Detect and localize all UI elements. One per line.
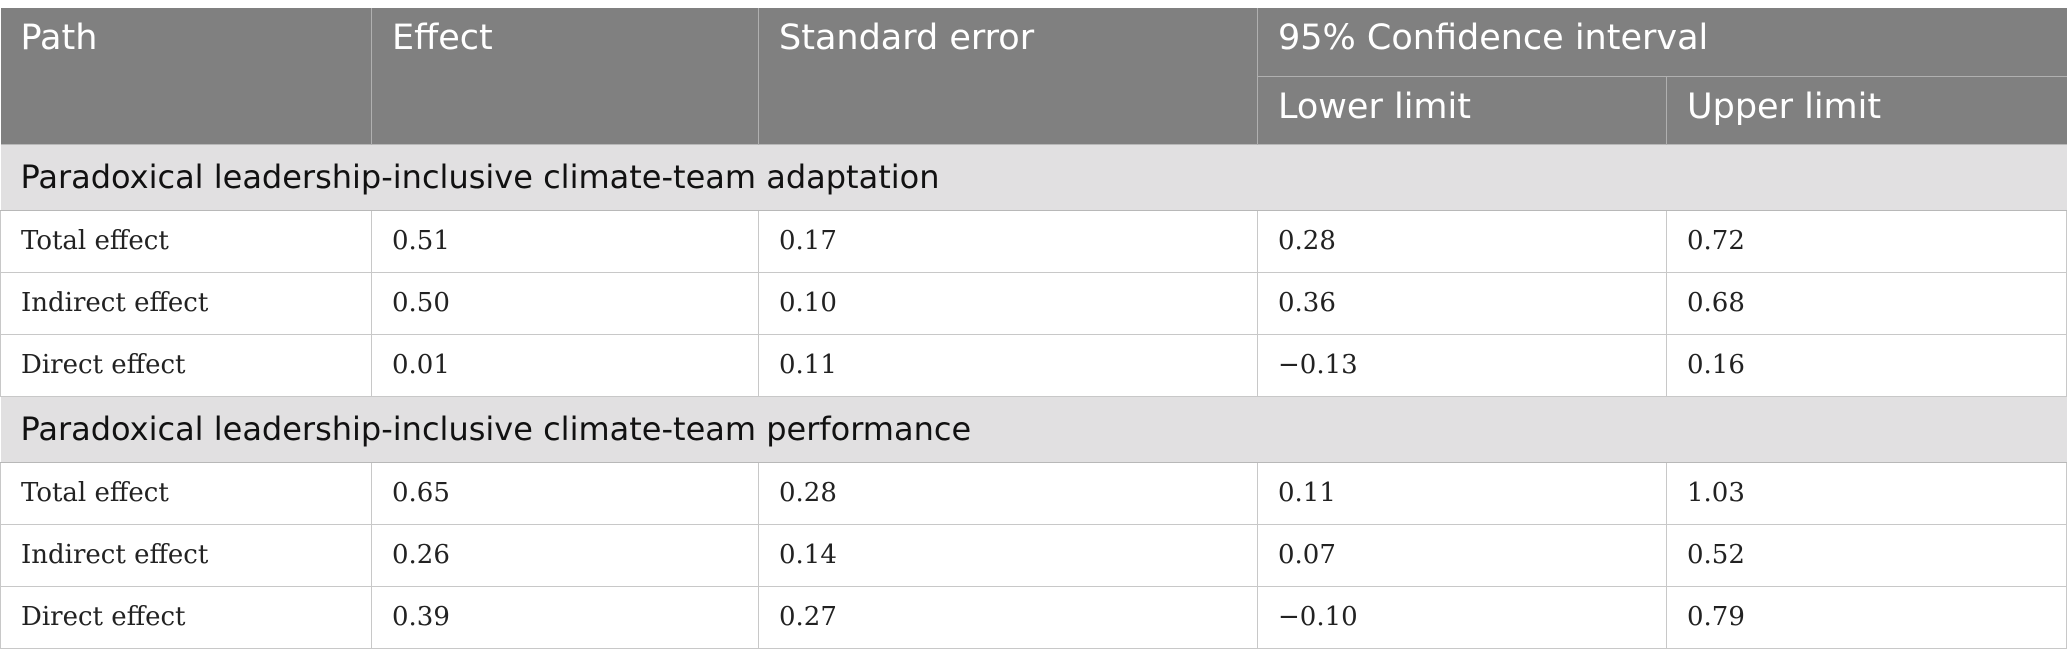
table-row: Indirect effect 0.26 0.14 0.07 0.52 <box>0 524 2067 587</box>
cell-effect: 0.39 <box>371 586 759 649</box>
cell-effect: 0.50 <box>371 272 759 335</box>
table-row: Direct effect 0.39 0.27 −0.10 0.79 <box>0 586 2067 649</box>
header-row-sub: Lower limit Upper limit <box>1 75 2067 144</box>
cell-lower-limit: −0.13 <box>1257 334 1667 397</box>
cell-lower-limit: 0.28 <box>1257 210 1667 273</box>
cell-effect: 0.26 <box>371 524 759 587</box>
cell-upper-limit: 0.72 <box>1666 210 2067 273</box>
cell-upper-limit: 0.16 <box>1666 334 2067 397</box>
cell-upper-limit: 1.03 <box>1666 462 2067 525</box>
cell-path: Direct effect <box>0 586 372 649</box>
header-standard-error: Standard error <box>758 8 1258 144</box>
header-confidence-interval: 95% Confidence interval <box>1257 8 2067 76</box>
cell-lower-limit: 0.36 <box>1257 272 1667 335</box>
cell-path: Direct effect <box>0 334 372 397</box>
cell-standard-error: 0.10 <box>758 272 1258 335</box>
header-effect: Effect <box>371 8 759 144</box>
group-title: Paradoxical leadership-inclusive climate… <box>0 143 2067 211</box>
header-lower-limit: Lower limit <box>1257 75 1667 144</box>
cell-lower-limit: 0.11 <box>1257 462 1667 525</box>
cell-path: Indirect effect <box>0 272 372 335</box>
cell-path: Total effect <box>0 210 372 273</box>
cell-lower-limit: −0.10 <box>1257 586 1667 649</box>
group-row-performance: Paradoxical leadership-inclusive climate… <box>0 395 2067 463</box>
cell-path: Indirect effect <box>0 524 372 587</box>
cell-upper-limit: 0.68 <box>1666 272 2067 335</box>
cell-upper-limit: 0.52 <box>1666 524 2067 587</box>
cell-path: Total effect <box>0 462 372 525</box>
cell-standard-error: 0.17 <box>758 210 1258 273</box>
cell-standard-error: 0.11 <box>758 334 1258 397</box>
table-row: Direct effect 0.01 0.11 −0.13 0.16 <box>0 334 2067 397</box>
cell-effect: 0.01 <box>371 334 759 397</box>
mediation-effects-table: Path Effect Standard error 95% Confidenc… <box>0 8 2067 649</box>
group-title: Paradoxical leadership-inclusive climate… <box>0 395 2067 463</box>
header-path: Path <box>0 8 372 144</box>
table-row: Total effect 0.51 0.17 0.28 0.72 <box>0 210 2067 273</box>
cell-standard-error: 0.28 <box>758 462 1258 525</box>
cell-standard-error: 0.27 <box>758 586 1258 649</box>
cell-effect: 0.51 <box>371 210 759 273</box>
group-row-adaptation: Paradoxical leadership-inclusive climate… <box>0 143 2067 211</box>
table-header: Path Effect Standard error 95% Confidenc… <box>0 8 2067 144</box>
cell-standard-error: 0.14 <box>758 524 1258 587</box>
cell-effect: 0.65 <box>371 462 759 525</box>
table-row: Total effect 0.65 0.28 0.11 1.03 <box>0 462 2067 525</box>
cell-lower-limit: 0.07 <box>1257 524 1667 587</box>
table-row: Indirect effect 0.50 0.10 0.36 0.68 <box>0 272 2067 335</box>
header-upper-limit: Upper limit <box>1666 75 2067 144</box>
table-body: Paradoxical leadership-inclusive climate… <box>0 143 2067 649</box>
cell-upper-limit: 0.79 <box>1666 586 2067 649</box>
header-row-main: Path Effect Standard error 95% Confidenc… <box>0 8 2067 144</box>
